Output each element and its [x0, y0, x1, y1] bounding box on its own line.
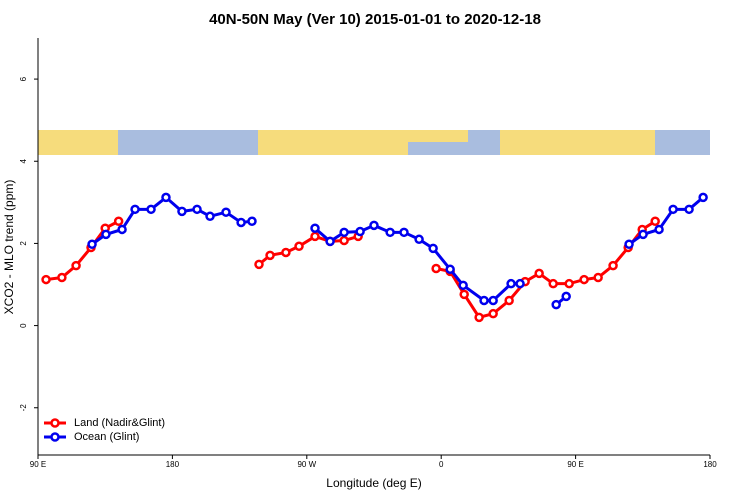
x-axis-label: Longitude (deg E): [326, 476, 421, 490]
data-point: [579, 274, 589, 285]
data-point: [459, 289, 469, 300]
data-point: [698, 192, 708, 203]
data-point: [534, 268, 544, 279]
data-point: [593, 272, 603, 283]
data-point: [548, 278, 558, 289]
data-point: [488, 308, 498, 319]
x-tick-label: 180: [166, 460, 180, 469]
legend-marker: [50, 418, 60, 428]
data-point: [474, 312, 484, 323]
data-point: [339, 227, 349, 238]
data-point: [221, 207, 231, 217]
legend-marker: [50, 432, 60, 442]
data-point: [608, 260, 618, 271]
data-point: [355, 226, 365, 237]
data-point: [650, 216, 660, 226]
data-point: [654, 224, 664, 235]
data-point: [684, 204, 694, 215]
data-point: [551, 299, 561, 310]
data-point: [488, 295, 498, 306]
x-tick-label: 90 E: [30, 460, 46, 469]
data-point: [254, 259, 264, 270]
data-point: [414, 234, 424, 245]
data-point: [399, 227, 409, 238]
data-point: [146, 204, 156, 215]
y-tick-label: 6: [19, 76, 28, 81]
data-point: [310, 223, 320, 233]
x-tick-label: 180: [703, 460, 717, 469]
data-point: [310, 231, 320, 242]
data-point: [638, 229, 648, 240]
x-tick-label: 90 E: [567, 460, 583, 469]
data-point: [515, 278, 525, 289]
x-tick-label: 0: [439, 460, 444, 469]
data-point: [431, 263, 441, 274]
data-point: [281, 247, 291, 258]
data-point: [41, 274, 51, 285]
y-tick-label: 4: [19, 158, 28, 163]
data-point: [205, 211, 215, 222]
x-tick-label: 90 W: [297, 460, 316, 469]
data-point: [506, 278, 516, 289]
data-point: [668, 204, 678, 215]
series-line: [45, 219, 656, 320]
data-point: [445, 264, 455, 275]
data-point: [564, 278, 574, 289]
y-tick-label: 2: [19, 241, 28, 246]
data-point: [57, 272, 67, 283]
y-tick-label: 0: [19, 323, 28, 328]
y-axis-label: XCO2 - MLO trend (ppm): [2, 180, 16, 315]
data-point: [87, 239, 97, 249]
data-point: [428, 243, 438, 254]
y-tick-label: -2: [19, 404, 28, 412]
data-point: [161, 192, 171, 203]
data-point: [192, 204, 202, 215]
legend-label: Ocean (Glint): [74, 431, 139, 443]
data-point: [177, 206, 187, 217]
data-point: [385, 227, 395, 238]
data-point: [339, 235, 349, 246]
data-point: [458, 280, 468, 291]
data-point: [265, 250, 275, 261]
data-point: [504, 295, 514, 306]
data-point: [130, 204, 140, 215]
legend-label: Land (Nadir&Glint): [74, 417, 165, 429]
data-point: [561, 291, 571, 302]
data-point: [71, 260, 81, 271]
map-strip: [38, 130, 710, 155]
chart-title: 40N-50N May (Ver 10) 2015-01-01 to 2020-…: [209, 11, 541, 28]
data-point: [369, 220, 379, 231]
data-point: [479, 295, 489, 306]
data-point: [101, 229, 111, 240]
data-point: [236, 217, 246, 228]
data-point: [247, 216, 257, 226]
data-point: [294, 241, 304, 252]
data-point: [325, 236, 335, 247]
data-point: [117, 224, 127, 235]
data-point: [113, 216, 124, 226]
data-point: [624, 239, 634, 249]
